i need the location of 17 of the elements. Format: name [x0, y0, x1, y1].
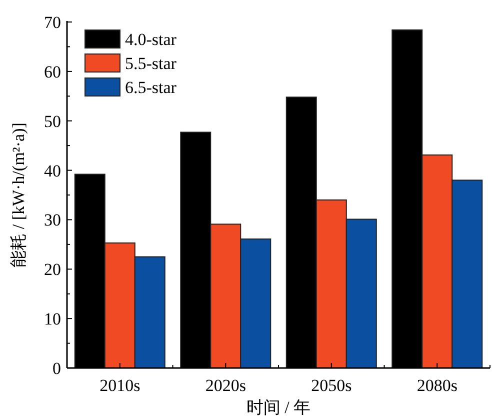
legend-label: 6.5-star — [125, 78, 177, 97]
y-axis-title: 能耗 / [kW·h/(m²·a)] — [9, 122, 28, 268]
y-tick-label: 70 — [44, 13, 61, 32]
legend-label: 4.0-star — [125, 30, 177, 49]
y-tick-label: 60 — [44, 62, 61, 82]
x-tick-label: 2080s — [416, 376, 458, 395]
x-tick-label: 2010s — [100, 376, 140, 395]
y-tick-label: 50 — [44, 112, 61, 131]
y-tick-label: 0 — [52, 359, 61, 378]
legend-label: 5.5-star — [125, 54, 177, 73]
x-tick-label: 2050s — [311, 376, 352, 395]
y-tick-label: 40 — [44, 161, 61, 180]
y-tick-label: 30 — [44, 210, 61, 230]
y-tick-label: 20 — [44, 260, 61, 280]
y-tick-label: 10 — [44, 310, 61, 329]
x-tick-label: 2020s — [205, 376, 246, 395]
x-axis-title: 时间 / 年 — [246, 398, 311, 417]
